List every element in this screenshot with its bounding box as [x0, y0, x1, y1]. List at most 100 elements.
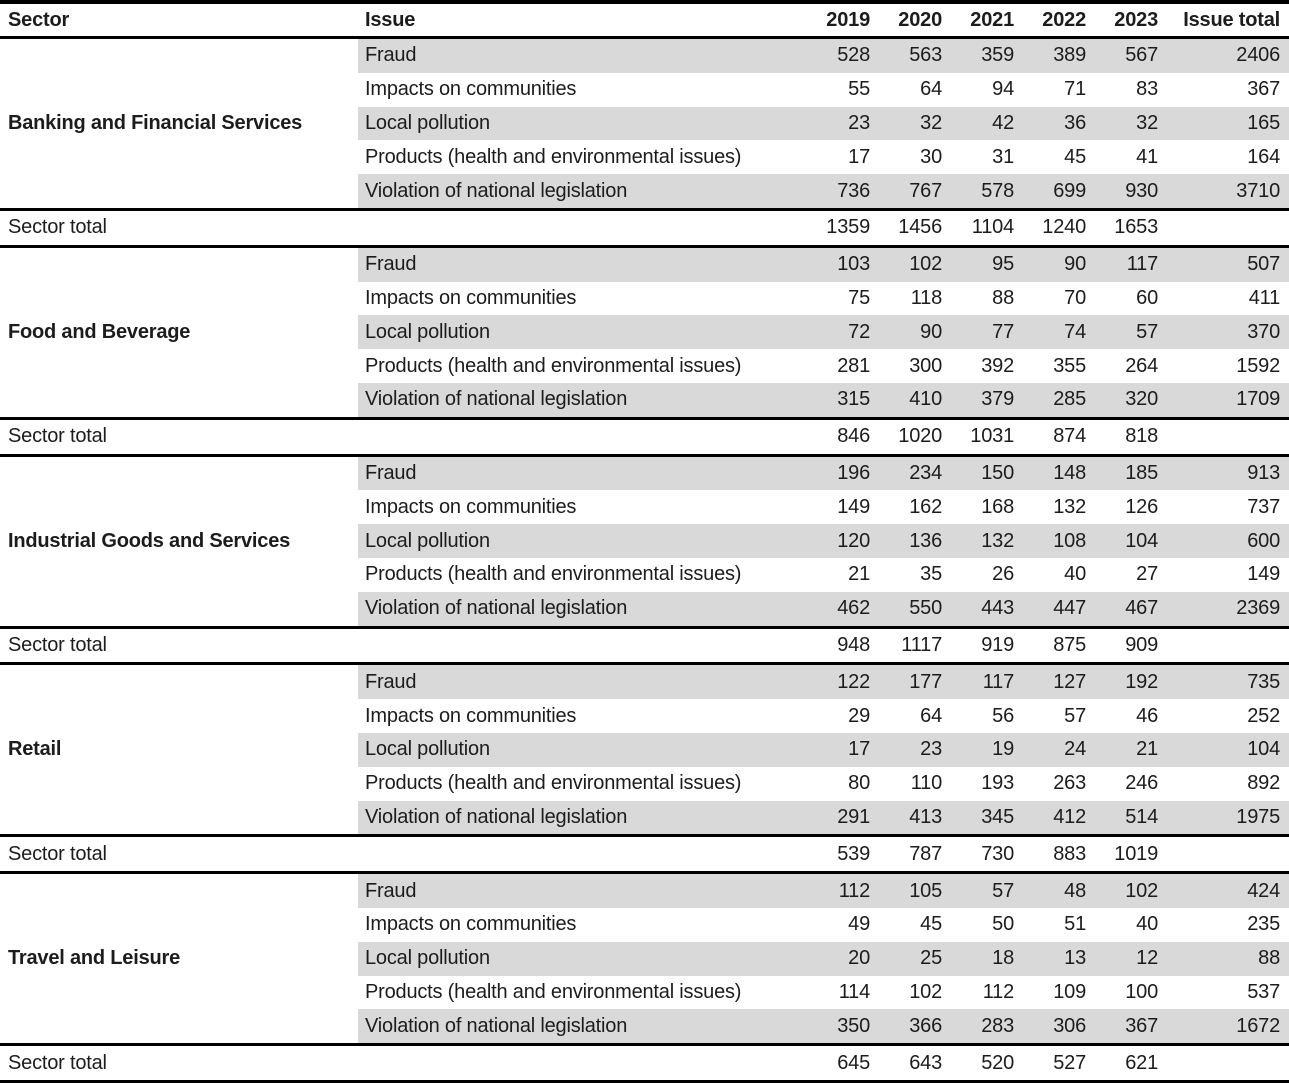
year-value-cell: 57 — [954, 874, 1026, 908]
year-value-cell: 149 — [837, 495, 870, 518]
issue-label-cell: Products (health and environmental issue… — [365, 354, 742, 377]
issue-total-cell: 1709 — [1170, 382, 1289, 417]
year-value-cell: 132 — [954, 524, 1026, 558]
year-value-cell: 110 — [910, 772, 942, 795]
sector-total-row: Sector total 539 787 730 883 1019 — [0, 837, 1289, 871]
year-value-cell: 48 — [1026, 874, 1098, 908]
year-value-cell: 102 — [1098, 874, 1170, 908]
issue-total-cell: 424 — [1170, 874, 1289, 908]
year-value-cell: 32 — [1098, 106, 1170, 141]
year-value-cell: 17 — [848, 145, 870, 168]
year-value-cell: 60 — [1136, 286, 1158, 309]
year-value-cell: 90 — [1026, 247, 1098, 282]
year-value-cell: 24 — [1026, 732, 1098, 767]
issue-label-cell: Fraud — [358, 665, 810, 700]
year-value-cell: 50 — [992, 913, 1014, 936]
sector-total-label: Sector total — [8, 425, 107, 448]
sector-block: Banking and Financial Services Fraud 528 56… — [0, 39, 1289, 208]
col-header-issue: Issue — [365, 8, 416, 31]
sector-total-value-cell: 1104 — [971, 216, 1014, 239]
issue-total-cell: 411 — [1248, 286, 1280, 309]
issue-label-cell: Impacts on communities — [365, 495, 577, 518]
issue-label-cell: Violation of national legislation — [358, 800, 810, 835]
sector-total-value-cell: 1031 — [970, 425, 1014, 448]
year-value-cell: 467 — [1098, 591, 1170, 626]
year-value-cell: 100 — [1125, 980, 1158, 1003]
issue-total-cell: 2406 — [1170, 39, 1289, 73]
sector-total-empty-cell — [1170, 837, 1289, 871]
sector-total-value-cell: 1456 — [898, 216, 942, 239]
year-value-cell: 18 — [954, 941, 1026, 976]
sector-total-bottom-rule — [0, 662, 1289, 666]
issue-total-cell: 507 — [1170, 247, 1289, 282]
year-value-cell: 136 — [882, 524, 954, 558]
issue-total-cell: 252 — [1247, 704, 1280, 727]
year-value-cell: 19 — [954, 732, 1026, 767]
year-value-cell: 196 — [810, 456, 882, 491]
issue-label-cell: Violation of national legislation — [358, 591, 810, 626]
issue-total-cell: 3710 — [1170, 174, 1289, 208]
year-value-cell: 95 — [954, 247, 1026, 282]
year-value-cell: 71 — [1064, 78, 1086, 101]
year-value-cell: 108 — [1026, 524, 1098, 558]
col-header-2019: 2019 — [826, 8, 870, 31]
year-value-cell: 29 — [848, 704, 870, 727]
issue-label-cell: Fraud — [358, 247, 810, 282]
issue-label-cell: Impacts on communities — [365, 913, 577, 936]
issue-label-cell: Local pollution — [358, 315, 810, 350]
sector-total-empty-cell — [1170, 211, 1289, 245]
year-value-cell: 23 — [810, 106, 882, 141]
year-value-cell: 118 — [910, 286, 942, 309]
year-value-cell: 51 — [1064, 913, 1086, 936]
sector-total-value-cell: 645 — [837, 1051, 870, 1074]
year-value-cell: 345 — [954, 800, 1026, 835]
year-value-cell: 103 — [810, 247, 882, 282]
issue-total-cell: 600 — [1170, 524, 1289, 558]
year-value-cell: 75 — [848, 286, 870, 309]
sector-total-bottom-rule — [0, 871, 1289, 875]
year-value-cell: 315 — [810, 382, 882, 417]
year-value-cell: 80 — [848, 772, 870, 795]
sector-total-value-cell: 520 — [981, 1051, 1014, 1074]
sector-total-value-cell: 527 — [1053, 1051, 1086, 1074]
year-value-cell: 12 — [1098, 941, 1170, 976]
sector-total-value-cell: 730 — [981, 842, 1014, 865]
year-value-cell: 13 — [1026, 941, 1098, 976]
year-value-cell: 379 — [954, 382, 1026, 417]
sector-total-label: Sector total — [8, 633, 107, 656]
year-value-cell: 150 — [954, 456, 1026, 491]
year-value-cell: 285 — [1026, 382, 1098, 417]
header-bottom-rule — [0, 36, 1289, 39]
year-value-cell: 162 — [909, 495, 942, 518]
year-value-cell: 114 — [838, 980, 870, 1003]
year-value-cell: 550 — [882, 591, 954, 626]
sector-total-top-rule — [0, 207, 1289, 211]
year-value-cell: 23 — [882, 732, 954, 767]
issue-label-cell: Impacts on communities — [365, 78, 577, 101]
issue-total-cell: 1672 — [1170, 1009, 1289, 1044]
col-header-2022: 2022 — [1042, 8, 1086, 31]
year-value-cell: 83 — [1136, 78, 1158, 101]
issue-total-cell: 370 — [1170, 315, 1289, 350]
year-value-cell: 72 — [810, 315, 882, 350]
year-value-cell: 94 — [992, 78, 1014, 101]
issue-label-cell: Products (health and environmental issue… — [365, 563, 742, 586]
year-value-cell: 109 — [1053, 980, 1086, 1003]
year-value-cell: 70 — [1064, 286, 1086, 309]
year-value-cell: 117 — [954, 665, 1026, 700]
year-value-cell: 930 — [1098, 174, 1170, 208]
sector-total-value-cell: 875 — [1053, 633, 1086, 656]
sector-total-bottom-rule — [0, 453, 1289, 457]
issue-total-cell: 149 — [1247, 563, 1280, 586]
year-value-cell: 102 — [909, 980, 942, 1003]
year-value-cell: 64 — [920, 78, 942, 101]
year-value-cell: 306 — [1026, 1009, 1098, 1044]
sector-total-row: Sector total 645 643 520 527 621 — [0, 1046, 1289, 1080]
issue-total-cell: 104 — [1170, 732, 1289, 767]
year-value-cell: 699 — [1026, 174, 1098, 208]
sector-total-top-rule — [0, 834, 1289, 838]
year-value-cell: 148 — [1026, 456, 1098, 491]
year-value-cell: 389 — [1026, 39, 1098, 73]
year-value-cell: 27 — [1136, 563, 1158, 586]
